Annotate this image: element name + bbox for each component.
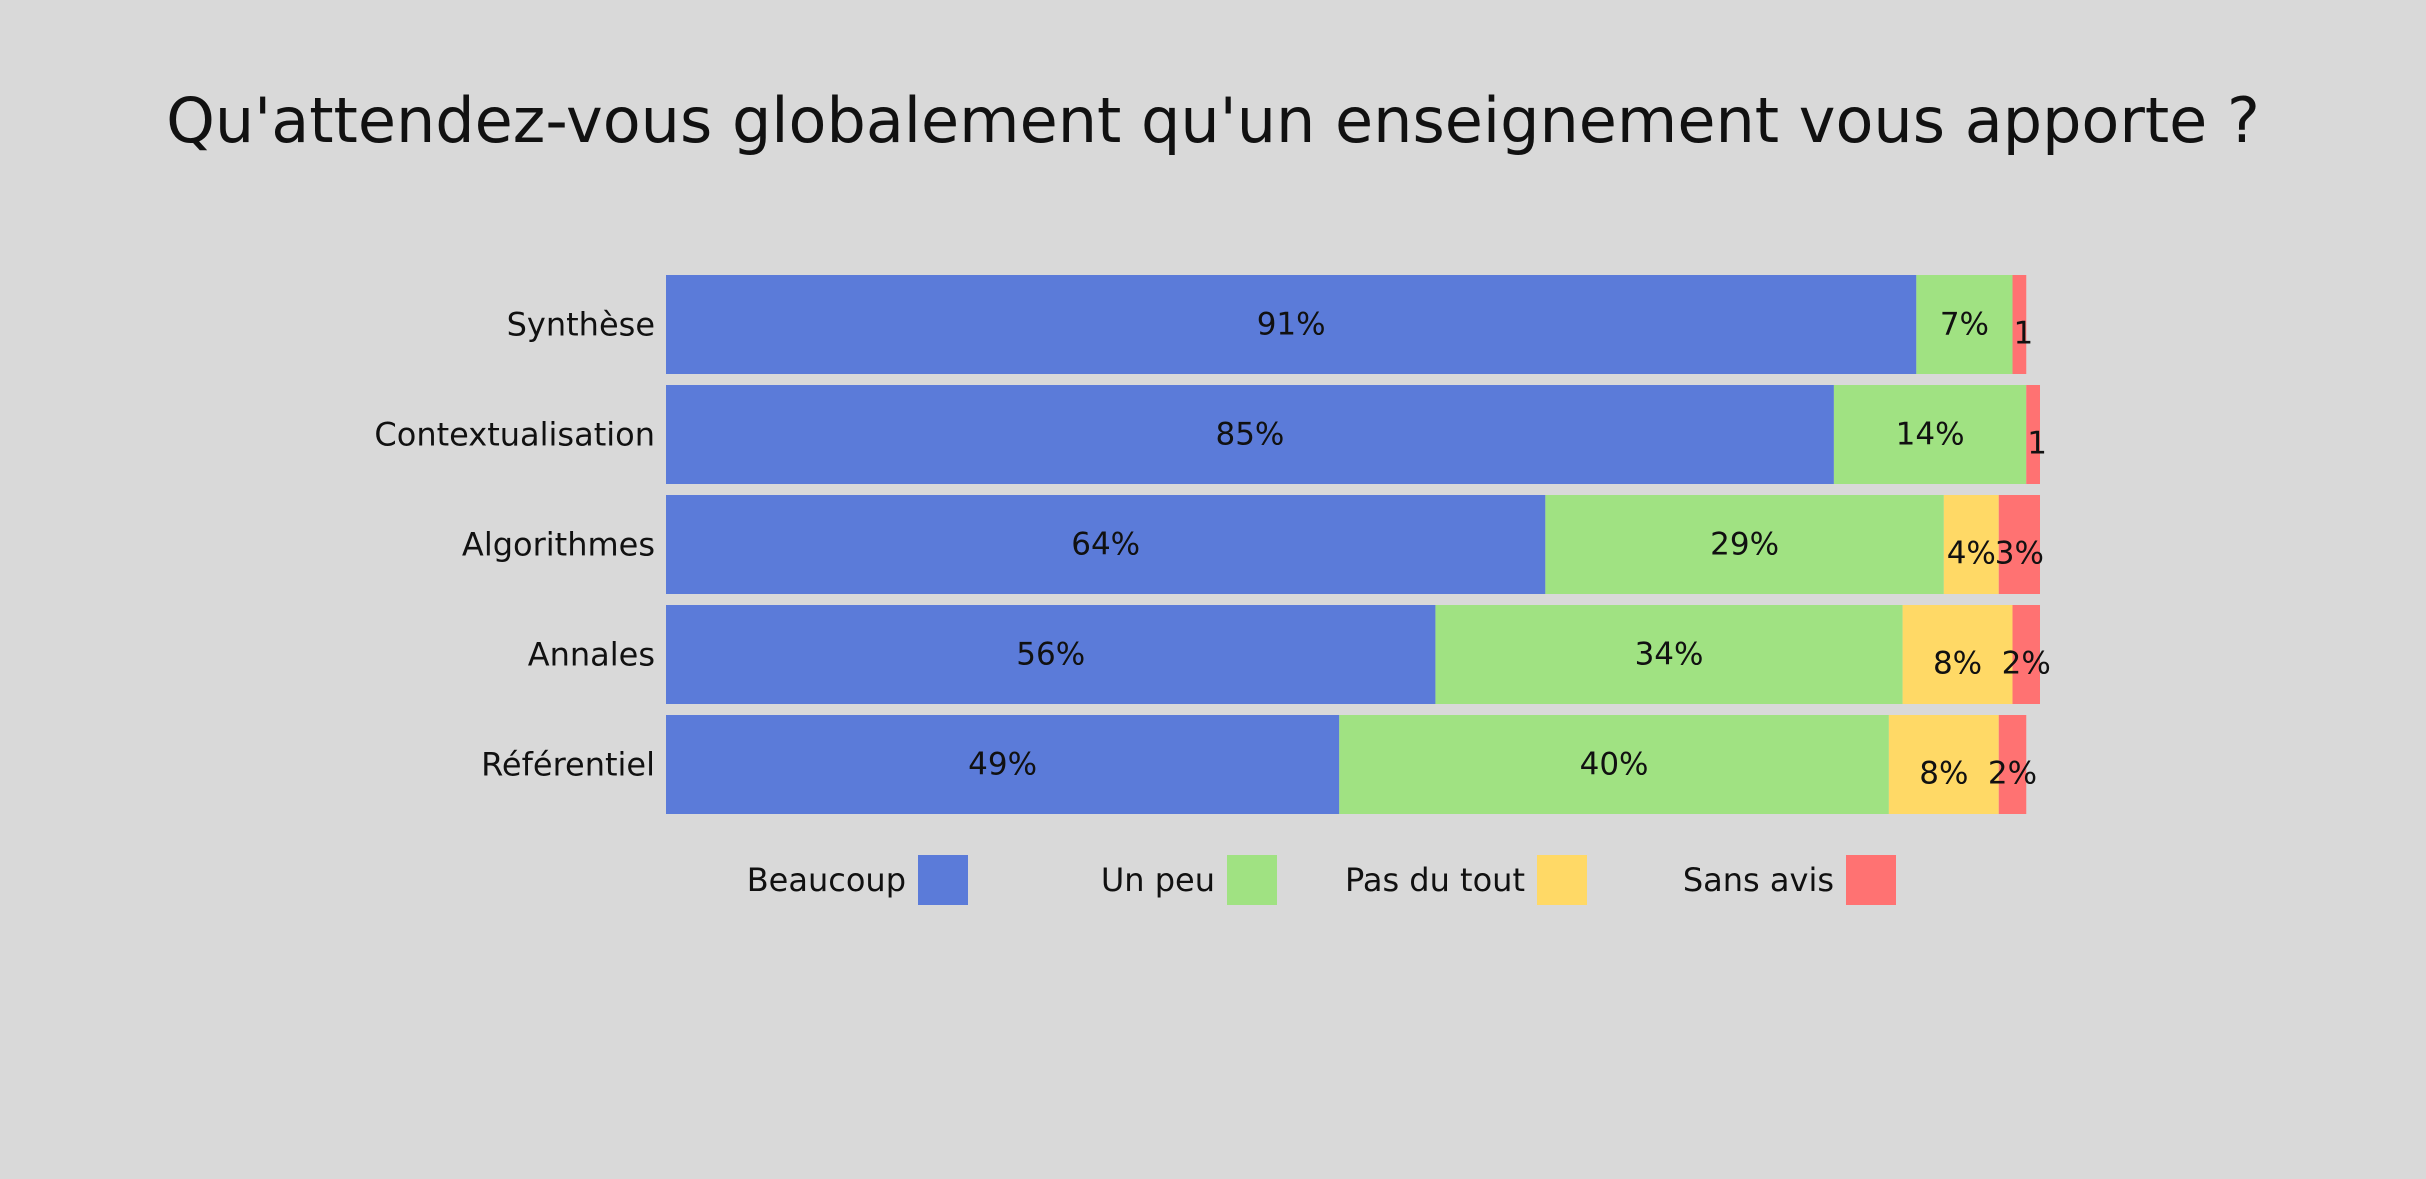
category-label-referentiel: Référentiel xyxy=(481,746,655,784)
data-label-annales-pas-du-tout: 8% xyxy=(1933,646,1982,682)
data-label-referentiel-sans-avis: 2% xyxy=(1988,756,2037,792)
bar-referentiel-beaucoup xyxy=(666,715,1340,814)
bar-algorithmes-beaucoup xyxy=(666,495,1546,594)
data-label-synthese-sans-avis: 1 xyxy=(2014,316,2034,352)
data-label-algorithmes-pas-du-tout: 4% xyxy=(1947,536,1996,572)
bar-referentiel-pas-du-tout xyxy=(1888,715,1999,814)
bar-synthese-sans-avis xyxy=(2012,275,2027,374)
bar-algorithmes-pas-du-tout xyxy=(1943,495,1999,594)
legend-label-sans-avis: Sans avis xyxy=(1683,861,1834,899)
data-label-contextualisation-un-peu: 14% xyxy=(1896,417,1965,453)
data-label-annales-un-peu: 34% xyxy=(1635,637,1704,673)
legend: Beaucoup Un peu Pas du tout Sans avis xyxy=(747,855,1896,905)
data-label-referentiel-pas-du-tout: 8% xyxy=(1919,756,1968,792)
bar-contextualisation-un-peu xyxy=(1833,385,2027,484)
data-label-algorithmes-sans-avis: 3% xyxy=(1995,536,2044,572)
legend-label-beaucoup: Beaucoup xyxy=(747,861,906,899)
bar-annales-un-peu xyxy=(1435,605,1903,704)
data-label-algorithmes-beaucoup: 64% xyxy=(1071,527,1140,563)
labels-layer: Synthèse 91% 7% 1 Contextualisation 85% 14% 1 Al… xyxy=(374,306,2050,792)
bar-synthese-un-peu xyxy=(1916,275,2013,374)
legend-swatch-sans-avis xyxy=(1846,855,1896,905)
data-label-referentiel-beaucoup: 49% xyxy=(968,747,1037,783)
bar-contextualisation-sans-avis xyxy=(2026,385,2040,484)
legend-swatch-pas-du-tout xyxy=(1537,855,1587,905)
bar-referentiel-un-peu xyxy=(1339,715,1889,814)
data-label-synthese-un-peu: 7% xyxy=(1940,307,1989,343)
legend-swatch-beaucoup xyxy=(918,855,968,905)
bar-annales-pas-du-tout xyxy=(1902,605,2013,704)
data-label-contextualisation-sans-avis: 1 xyxy=(2027,426,2047,462)
legend-swatch-un-peu xyxy=(1227,855,1277,905)
data-label-contextualisation-beaucoup: 85% xyxy=(1215,417,1284,453)
data-label-annales-sans-avis: 2% xyxy=(2002,646,2051,682)
bar-synthese-beaucoup xyxy=(666,275,1917,374)
legend-label-pas-du-tout: Pas du tout xyxy=(1345,861,1525,899)
category-label-synthese: Synthèse xyxy=(507,306,655,344)
bar-referentiel-sans-avis xyxy=(1998,715,2027,814)
legend-label-un-peu: Un peu xyxy=(1101,861,1215,899)
bars-layer xyxy=(666,275,2040,814)
bar-algorithmes-sans-avis xyxy=(1998,495,2040,594)
bar-annales-sans-avis xyxy=(2012,605,2040,704)
data-label-synthese-beaucoup: 91% xyxy=(1257,307,1326,343)
data-label-annales-beaucoup: 56% xyxy=(1016,637,1085,673)
data-label-referentiel-un-peu: 40% xyxy=(1580,747,1649,783)
data-label-algorithmes-un-peu: 29% xyxy=(1710,527,1779,563)
bar-contextualisation-beaucoup xyxy=(666,385,1834,484)
category-label-annales: Annales xyxy=(528,636,655,674)
chart-title: Qu'attendez-vous globalement qu'un ensei… xyxy=(166,84,2260,157)
bar-algorithmes-un-peu xyxy=(1545,495,1944,594)
category-label-contextualisation: Contextualisation xyxy=(374,416,655,454)
bar-annales-beaucoup xyxy=(666,605,1436,704)
category-label-algorithmes: Algorithmes xyxy=(462,526,655,564)
